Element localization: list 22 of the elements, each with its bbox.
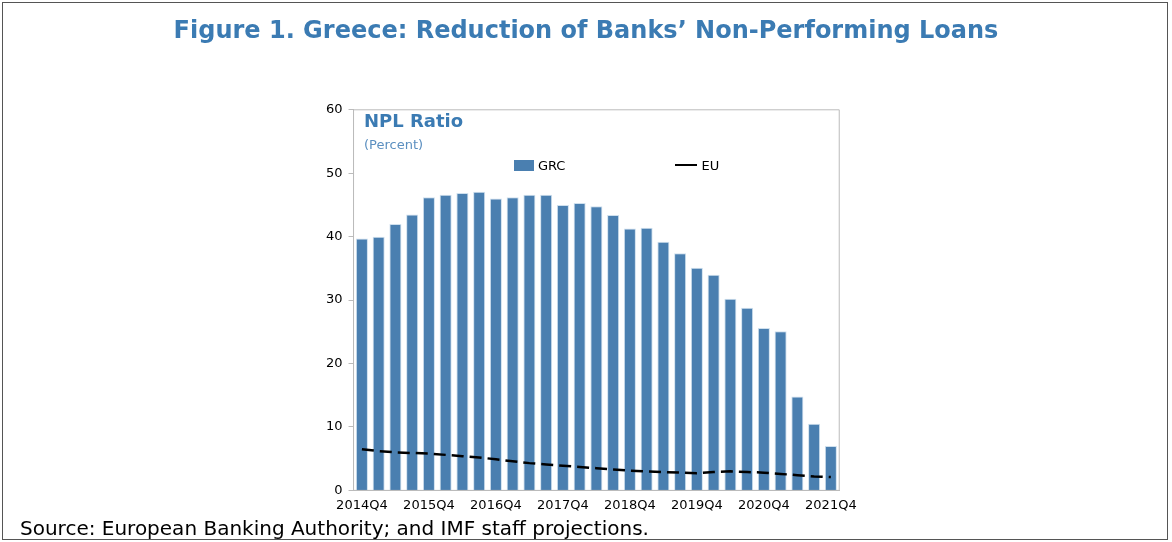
y-tick-label: 60 bbox=[326, 101, 343, 117]
line-series bbox=[360, 447, 833, 479]
x-tick-label: 2015Q4 bbox=[403, 496, 455, 512]
y-tick-label: 30 bbox=[326, 291, 343, 307]
y-axis-title: (Percent) bbox=[364, 137, 424, 152]
chart-subtitle: NPL Ratio bbox=[364, 110, 464, 131]
x-tick-label: 2021Q4 bbox=[805, 496, 857, 512]
x-tick-label: 2020Q4 bbox=[738, 496, 790, 512]
x-tick-label: 2016Q4 bbox=[470, 496, 522, 512]
y-tick-label: 40 bbox=[326, 228, 343, 244]
x-tick-label: 2014Q4 bbox=[336, 496, 388, 512]
x-tick-label: 2017Q4 bbox=[537, 496, 589, 512]
chart-title: Figure 1. Greece: Reduction of Banks’ Non-Performing Loans bbox=[172, 16, 1000, 44]
legend-label: EU bbox=[701, 157, 720, 173]
y-tick-label: 10 bbox=[326, 418, 343, 434]
y-tick-label: 20 bbox=[326, 354, 343, 370]
source-note: Source: European Banking Authority; and IMF staff projections. bbox=[20, 516, 649, 540]
y-tick-label: 50 bbox=[326, 164, 343, 180]
x-tick-label: 2019Q4 bbox=[671, 496, 723, 512]
legend-label: GRC bbox=[537, 157, 566, 173]
x-tick-label: 2018Q4 bbox=[604, 496, 656, 512]
y-tick-label: 0 bbox=[334, 481, 343, 497]
